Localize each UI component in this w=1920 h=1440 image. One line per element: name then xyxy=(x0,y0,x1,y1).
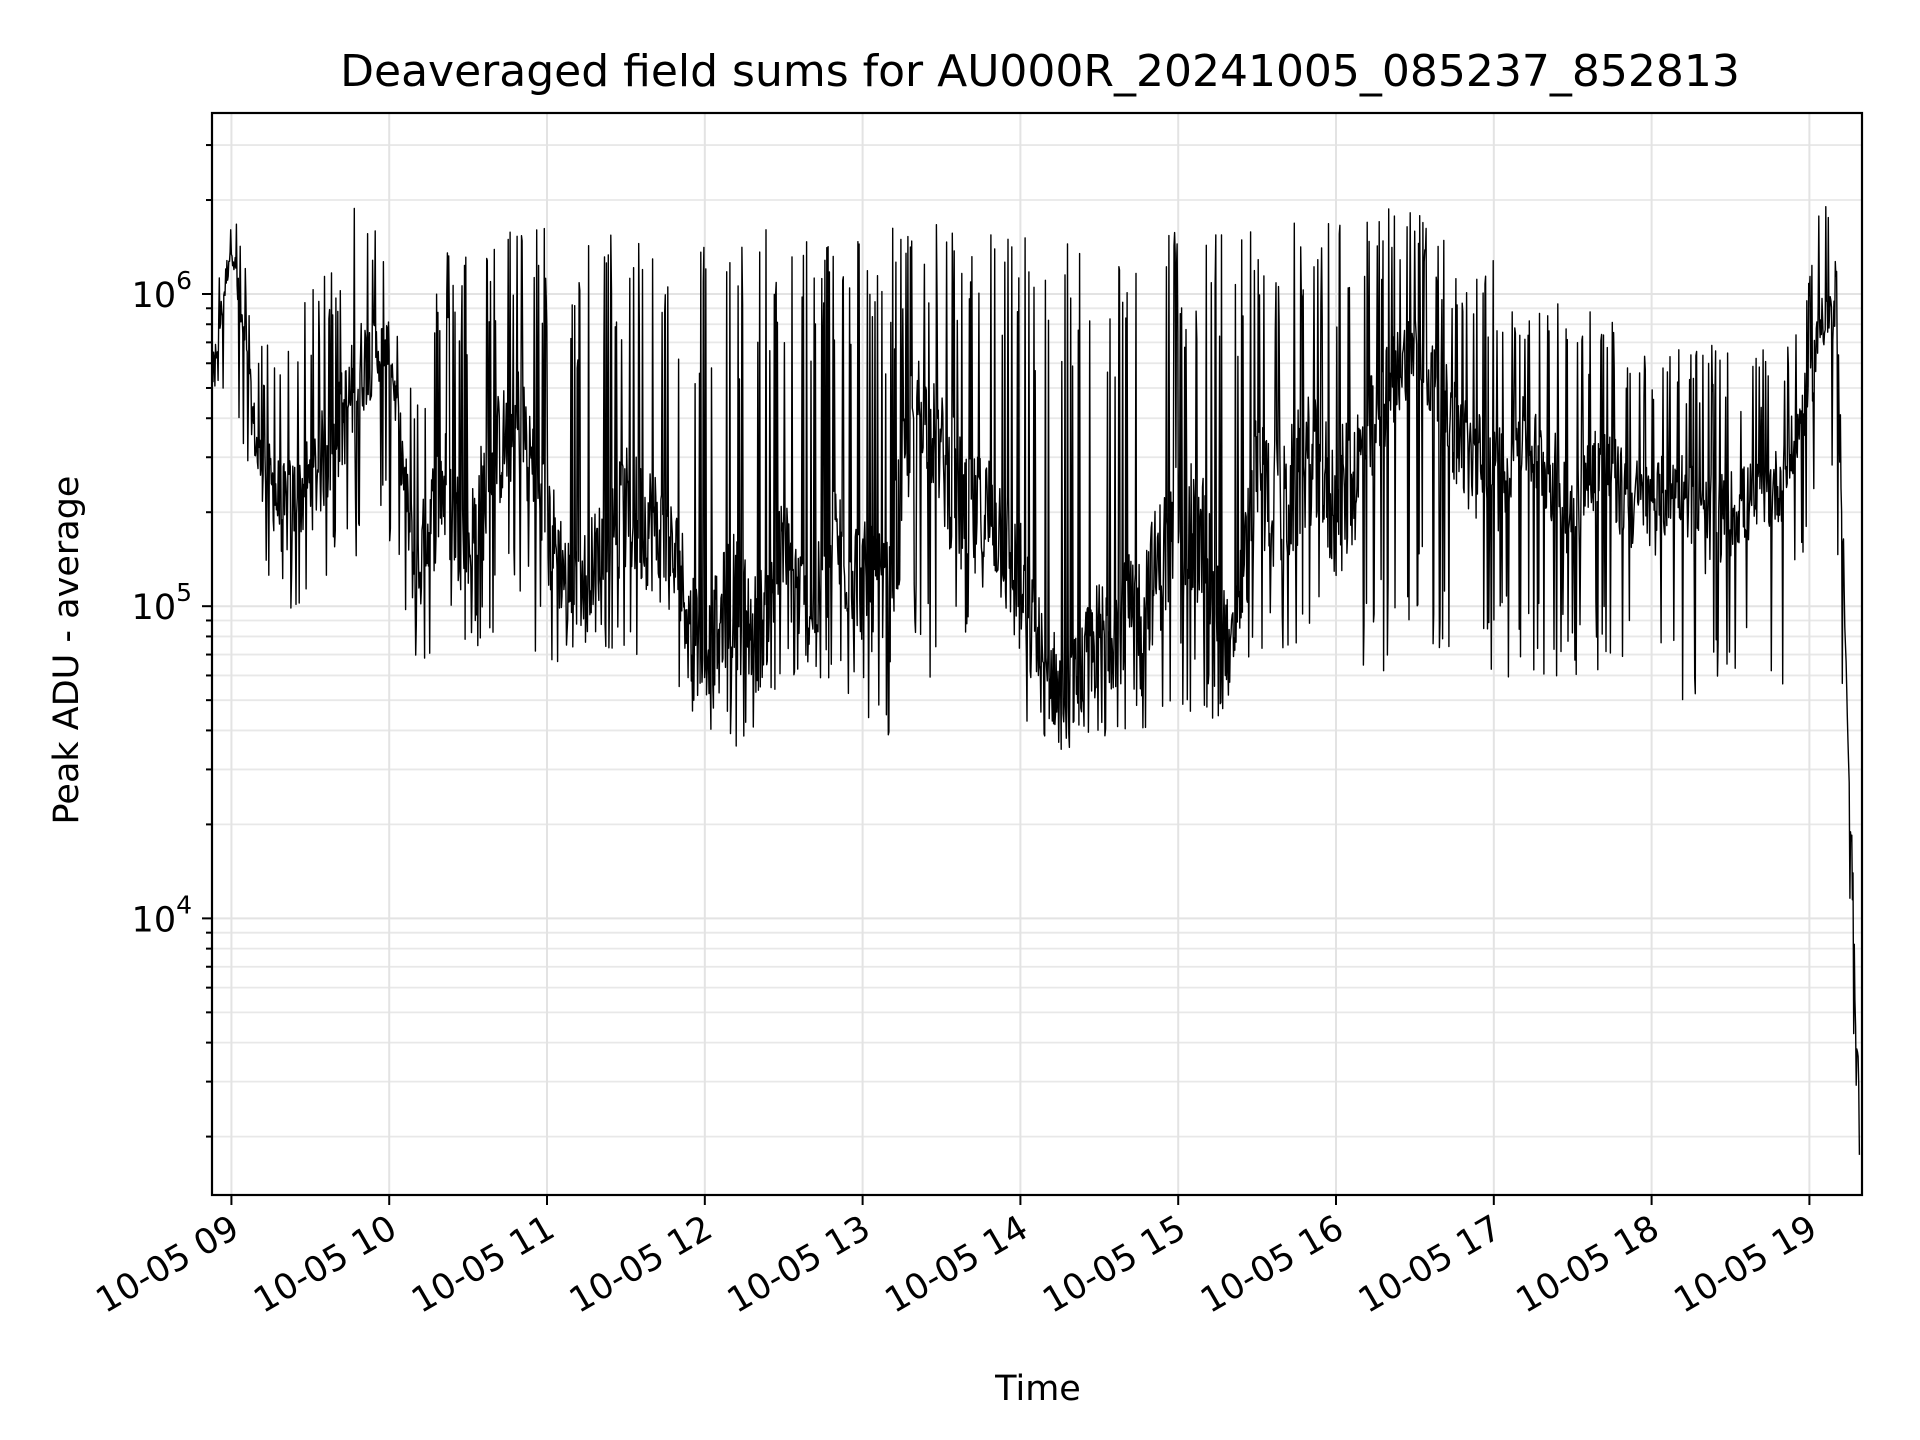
series-layer xyxy=(212,206,1861,1155)
y-tick-label: 104 xyxy=(132,890,192,940)
x-axis-label: Time xyxy=(994,1369,1081,1409)
y-tick-label: 106 xyxy=(132,266,192,316)
y-axis-label: Peak ADU - average xyxy=(47,476,87,825)
series-line xyxy=(212,206,1861,1155)
chart-title: Deaveraged field sums for AU000R_2024100… xyxy=(340,46,1740,97)
y-tick-label: 105 xyxy=(132,578,192,628)
y-axis-ticks: 104 105 106 xyxy=(132,144,212,1138)
